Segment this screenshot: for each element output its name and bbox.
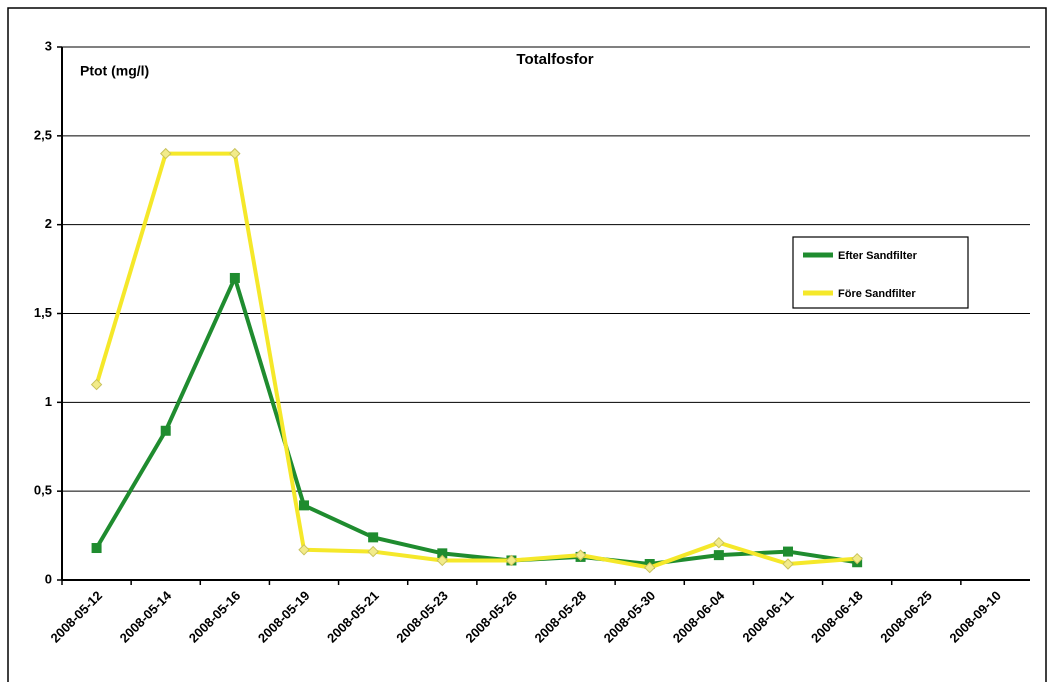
marker [436, 554, 448, 567]
x-tick-label: 2008-05-28 [531, 588, 589, 646]
series-line [94, 151, 858, 570]
marker [713, 536, 725, 549]
legend [792, 236, 969, 309]
legend-label: Före Sandfilter [838, 288, 916, 300]
marker [713, 550, 724, 561]
marker [298, 544, 310, 556]
marker [505, 554, 518, 567]
marker [644, 561, 656, 574]
marker [160, 425, 171, 436]
marker [437, 548, 448, 559]
x-tick-label: 2008-05-16 [186, 588, 244, 646]
y-tick-label: 0,5 [34, 483, 52, 498]
marker [91, 543, 102, 554]
marker [783, 546, 793, 557]
marker [851, 552, 863, 565]
x-tick-label: 2008-05-26 [462, 588, 520, 646]
y-tick-label: 2 [45, 216, 52, 231]
x-tick-label: 2008-06-18 [808, 588, 866, 646]
series-line [94, 275, 858, 567]
y-tick-label: 0 [45, 571, 52, 586]
y-tick-label: 1 [45, 394, 52, 409]
x-tick-label: 2008-05-30 [601, 588, 659, 646]
marker [299, 500, 309, 511]
legend-label: Efter Sandfilter [838, 250, 918, 262]
x-tick-label: 2008-06-04 [670, 587, 728, 645]
y-tick-label: 2,5 [34, 127, 52, 142]
x-tick-label: 2008-05-19 [255, 588, 313, 646]
marker [160, 147, 172, 160]
y-axis-label: Ptot (mg/l) [80, 63, 149, 79]
chart-title: Totalfosfor [516, 51, 593, 68]
x-tick-label: 2008-06-11 [739, 588, 796, 645]
x-tick-label: 2008-05-21 [324, 588, 382, 646]
marker [90, 378, 103, 391]
x-tick-label: 2008-05-23 [393, 588, 451, 646]
marker [229, 272, 240, 283]
x-tick-label: 2008-05-12 [47, 588, 105, 646]
x-tick-label: 2008-05-14 [117, 587, 175, 645]
marker [574, 549, 587, 561]
x-tick-label: 2008-06-25 [877, 588, 935, 646]
x-tick-label: 2008-09-10 [946, 588, 1004, 646]
y-tick-label: 1,5 [34, 305, 52, 320]
marker [782, 558, 794, 570]
marker [367, 545, 379, 558]
y-tick-label: 3 [45, 38, 52, 53]
marker [229, 147, 241, 160]
marker [368, 532, 379, 543]
frame [7, 7, 1047, 682]
